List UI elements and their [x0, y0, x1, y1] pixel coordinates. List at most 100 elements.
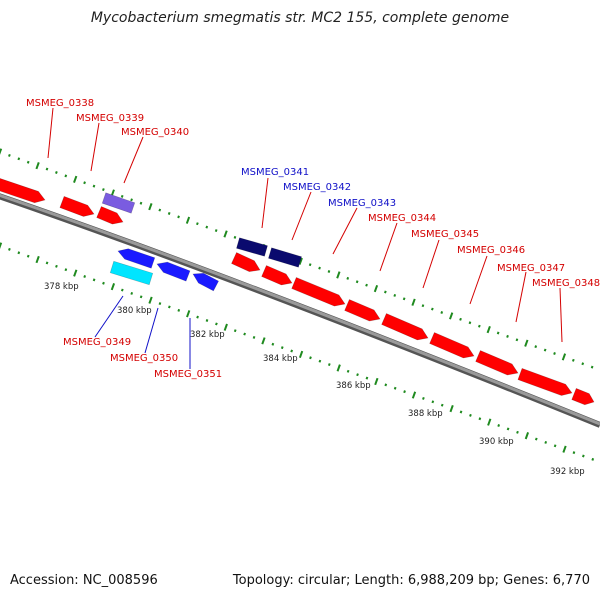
- genome-summary-text: Topology: circular; Length: 6,988,209 bp…: [232, 573, 590, 588]
- reverse-gene-arrow: [117, 248, 156, 269]
- tick-mark-lower: [524, 432, 530, 440]
- gene-label-msmeg-0346: MSMEG_0346: [457, 245, 525, 256]
- tick-mark-upper: [449, 312, 454, 320]
- tick-label: 382 kbp: [190, 330, 225, 340]
- forward-gene-arrow: [96, 206, 124, 225]
- tick-mark-lower: [8, 247, 11, 251]
- gene-label-msmeg-0344: MSMEG_0344: [368, 213, 436, 224]
- forward-gene-arrow: [517, 367, 573, 396]
- tick-mark-upper: [102, 188, 105, 192]
- gene-label-msmeg-0351: MSMEG_0351: [154, 369, 222, 380]
- tick-mark-upper: [581, 362, 585, 366]
- label-leader-line: [515, 271, 527, 323]
- tick-mark-upper: [17, 157, 21, 161]
- tick-mark-lower: [431, 400, 435, 404]
- reverse-gene-arrow: [192, 272, 219, 292]
- tick-mark-upper: [590, 365, 594, 369]
- tick-mark-upper: [214, 229, 218, 233]
- tick-mark-lower: [403, 390, 406, 394]
- tick-mark-lower: [459, 410, 463, 414]
- forward-gene-arrow: [429, 332, 475, 359]
- accession-text: Accession: NC_008596: [10, 573, 158, 588]
- label-leader-line: [90, 122, 100, 172]
- tick-mark-upper: [346, 276, 350, 280]
- forward-gene-arrow: [261, 265, 293, 286]
- gene-label-msmeg-0348: MSMEG_0348: [532, 278, 600, 289]
- backbone-line: [0, 193, 600, 426]
- label-leader-line: [123, 136, 144, 184]
- tick-mark-upper: [35, 162, 40, 170]
- tick-mark-upper: [167, 211, 171, 215]
- tick-mark-lower: [271, 342, 275, 346]
- tick-mark-upper: [411, 298, 416, 306]
- tick-mark-upper: [185, 216, 191, 224]
- tick-mark-upper: [130, 198, 133, 202]
- tick-label: 380 kbp: [117, 306, 152, 316]
- genome-backbone: [0, 193, 600, 428]
- tick-mark-lower: [130, 291, 134, 295]
- tick-mark-lower: [422, 396, 425, 400]
- tick-mark-lower: [440, 403, 444, 407]
- tick-mark-upper: [534, 345, 538, 349]
- tick-mark-lower: [102, 281, 105, 285]
- tick-mark-upper: [64, 174, 68, 178]
- forward-gene-arrow: [344, 299, 381, 322]
- tick-mark-upper: [524, 339, 529, 347]
- tick-mark-upper: [543, 348, 547, 352]
- tick-mark-lower: [469, 413, 472, 417]
- tick-mark-lower: [327, 363, 331, 367]
- tick-mark-lower: [252, 335, 256, 339]
- tick-mark-upper: [148, 203, 153, 211]
- tick-mark-lower: [449, 404, 454, 413]
- tick-mark-lower: [83, 275, 87, 278]
- tick-mark-lower: [384, 383, 388, 387]
- forward-gene-arrow: [291, 277, 346, 307]
- tick-mark-lower: [73, 269, 78, 277]
- tick-mark-lower: [582, 454, 585, 458]
- tick-mark-lower: [534, 437, 538, 441]
- tick-mark-upper: [561, 353, 567, 361]
- tick-mark-upper: [421, 304, 425, 308]
- gene-label-msmeg-0339: MSMEG_0339: [76, 113, 144, 124]
- forward-gene-arrow: [231, 252, 261, 272]
- reverse-gene-arrow: [109, 260, 154, 286]
- tick-mark-lower: [223, 323, 228, 331]
- label-leader-line: [47, 107, 54, 159]
- tick-mark-lower: [215, 322, 218, 326]
- tick-mark-lower: [374, 377, 379, 386]
- tick-mark-upper: [308, 263, 312, 267]
- tick-mark-lower: [318, 359, 322, 363]
- tick-mark-upper: [336, 271, 341, 279]
- tick-label: 388 kbp: [408, 409, 443, 419]
- gene-label-msmeg-0350: MSMEG_0350: [110, 353, 178, 364]
- gene-label-msmeg-0343: MSMEG_0343: [328, 198, 396, 209]
- genome-title: Mycobacterium smegmatis str. MC2 155, co…: [90, 10, 510, 26]
- gene-label-msmeg-0347: MSMEG_0347: [497, 263, 565, 274]
- tick-mark-lower: [233, 329, 237, 333]
- tick-label: 378 kbp: [44, 282, 79, 292]
- tick-mark-upper: [440, 311, 444, 314]
- forward-gene-arrow: [381, 313, 429, 341]
- forward-gene-arrow: [236, 237, 268, 257]
- forward-gene-arrow: [475, 350, 519, 376]
- tick-mark-lower: [562, 445, 567, 453]
- tick-mark-upper: [233, 235, 237, 239]
- tick-mark-upper: [402, 297, 406, 301]
- tick-mark-upper: [298, 257, 303, 265]
- tick-label: 390 kbp: [479, 437, 514, 447]
- tick-mark-upper: [318, 266, 321, 270]
- tick-mark-lower: [45, 261, 49, 265]
- tick-mark-upper: [92, 184, 96, 188]
- tick-mark-upper: [120, 194, 124, 198]
- tick-mark-lower: [261, 337, 266, 345]
- gene-labels: MSMEG_0338 MSMEG_0339 MSMEG_0340 MSMEG_0341…: [26, 98, 600, 380]
- tick-mark-upper: [223, 230, 228, 238]
- tick-mark-lower: [110, 283, 116, 291]
- tick-label: 384 kbp: [263, 354, 298, 364]
- tick-mark-lower: [346, 369, 350, 373]
- forward-gene-arrow: [0, 178, 46, 204]
- tick-mark-upper: [496, 331, 500, 335]
- tick-mark-lower: [243, 332, 246, 336]
- gene-label-msmeg-0342: MSMEG_0342: [283, 182, 351, 193]
